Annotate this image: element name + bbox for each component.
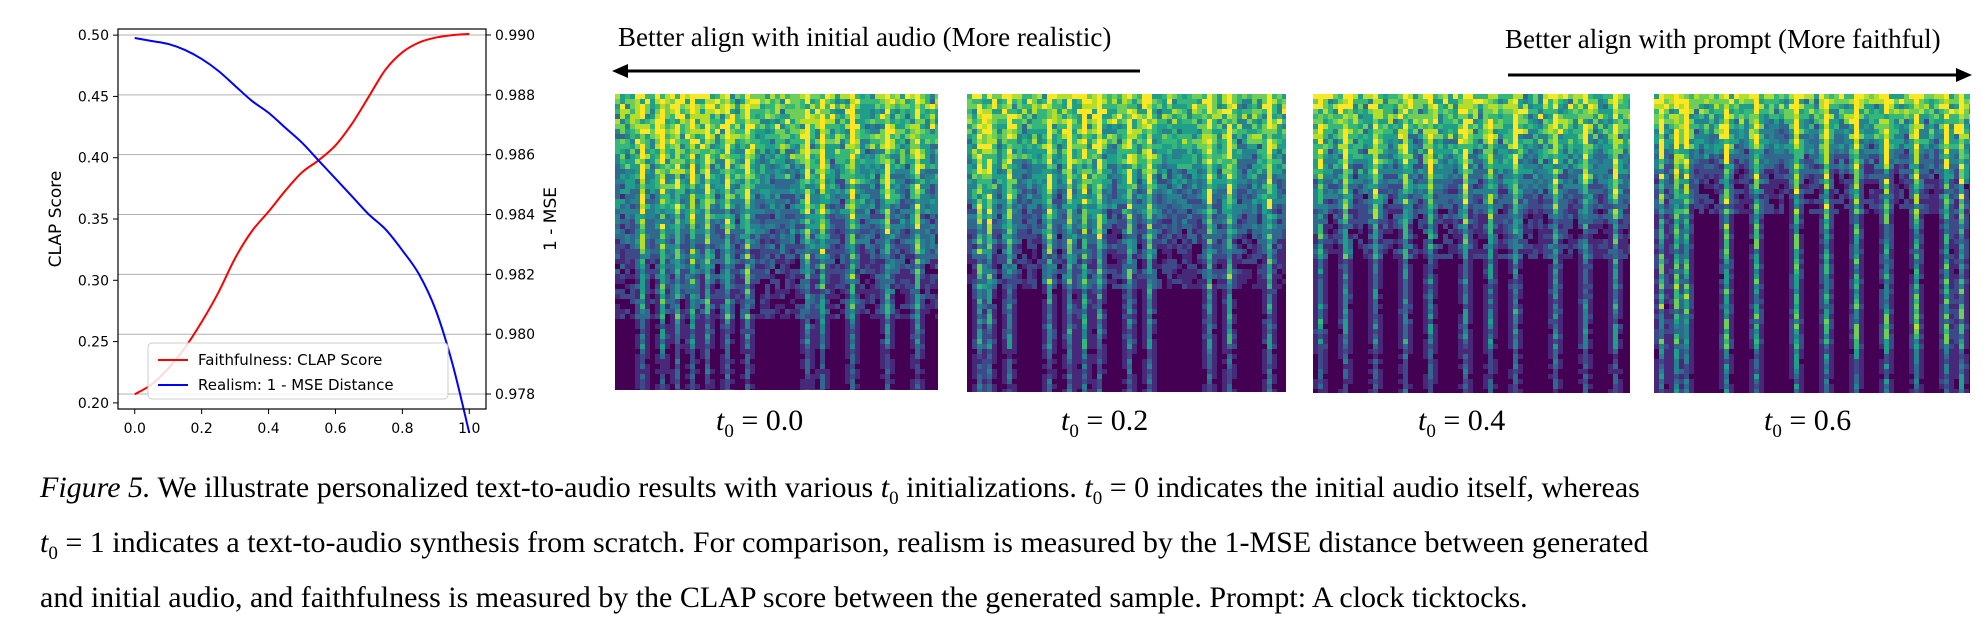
- caption-line-3: and initial audio, and faithfulness is m…: [40, 576, 1982, 620]
- t-var: t: [1084, 471, 1092, 504]
- y-axis-right: 0.978 0.980 0.982 0.984 0.986 0.988 0.990: [486, 28, 535, 403]
- spectrogram-heatmap: [1313, 94, 1630, 393]
- y-tick-label: 0.25: [78, 335, 109, 351]
- y-tick-label: 0.45: [78, 89, 109, 105]
- y2-tick-label: 0.980: [495, 327, 535, 343]
- caption-text: = 0 indicates the initial audio itself, …: [1102, 471, 1640, 504]
- legend-entry: Faithfulness: CLAP Score: [198, 351, 382, 369]
- t0-sub: 0: [1069, 421, 1079, 442]
- y-tick-label: 0.20: [78, 396, 109, 412]
- t0-sub: 0: [1772, 421, 1782, 442]
- y-axis-label: CLAP Score: [46, 171, 66, 268]
- grid-lines: [118, 35, 486, 394]
- y2-tick-label: 0.982: [495, 267, 535, 283]
- y-tick-label: 0.40: [78, 151, 109, 167]
- t0-value: = 0.4: [1436, 404, 1505, 437]
- t0-sub: 0: [724, 421, 734, 442]
- y-axis-left: 0.20 0.25 0.30 0.35 0.40 0.45 0.50: [78, 28, 118, 412]
- y-tick-label: 0.30: [78, 273, 109, 289]
- spectrogram-heatmap: [1654, 94, 1970, 393]
- figure-caption: Figure 5. We illustrate personalized tex…: [40, 466, 1982, 620]
- spectrogram-t0-0.2: [967, 94, 1286, 392]
- y2-tick-label: 0.978: [495, 387, 535, 403]
- y2-tick-label: 0.990: [495, 28, 535, 44]
- caption-text: = 1 indicates a text-to-audio synthesis …: [58, 526, 1649, 559]
- spectrogram-heatmap: [967, 94, 1286, 392]
- left-arrow: [612, 62, 1144, 80]
- x-tick-label: 0.6: [324, 421, 346, 437]
- t0-label: t0 = 0.6: [1764, 404, 1851, 443]
- caption-text: initializations.: [899, 471, 1085, 504]
- legend: Faithfulness: CLAP Score Realism: 1 - MSE…: [148, 343, 448, 399]
- t0-value: = 0.6: [1782, 404, 1851, 437]
- right-arrow: [1508, 66, 1972, 84]
- y-tick-label: 0.50: [78, 28, 109, 44]
- t0-label: t0 = 0.2: [1061, 404, 1148, 443]
- x-axis: 0.0 0.2 0.4 0.6 0.8 1.0: [124, 409, 481, 437]
- figure-label: Figure 5.: [40, 471, 151, 504]
- t-sub: 0: [1093, 488, 1103, 509]
- caption-line-1: Figure 5. We illustrate personalized tex…: [40, 466, 1982, 521]
- x-tick-label: 0.8: [391, 421, 413, 437]
- y-tick-label: 0.35: [78, 212, 109, 228]
- y2-tick-label: 0.986: [495, 148, 535, 164]
- spectrogram-heatmap: [615, 94, 938, 390]
- x-tick-label: 0.2: [191, 421, 213, 437]
- y2-tick-label: 0.988: [495, 88, 535, 104]
- legend-entry: Realism: 1 - MSE Distance: [198, 376, 394, 394]
- right-arrow-label: Better align with prompt (More faithful): [1505, 24, 1941, 55]
- t0-label: t0 = 0.4: [1418, 404, 1505, 443]
- y2-tick-label: 0.984: [495, 208, 535, 224]
- t0-sub: 0: [1426, 421, 1436, 442]
- spectrogram-t0-0.4: [1313, 94, 1630, 393]
- t0-value: = 0.2: [1079, 404, 1148, 437]
- x-tick-label: 0.4: [257, 421, 279, 437]
- spectrogram-t0-0.6: [1654, 94, 1970, 393]
- x-tick-label: 0.0: [124, 421, 146, 437]
- y2-axis-label: 1 - MSE: [541, 187, 561, 251]
- x-tick-label: 1.0: [458, 421, 480, 437]
- t0-value: = 0.0: [734, 404, 803, 437]
- caption-text: We illustrate personalized text-to-audio…: [151, 471, 881, 504]
- t0-label: t0 = 0.0: [716, 404, 803, 443]
- left-arrow-label: Better align with initial audio (More re…: [618, 22, 1111, 53]
- caption-line-2: t0 = 1 indicates a text-to-audio synthes…: [40, 521, 1982, 576]
- t-sub: 0: [889, 488, 899, 509]
- spectrogram-t0-0.0: [615, 94, 938, 390]
- t-sub: 0: [48, 543, 58, 564]
- t-var: t: [881, 471, 889, 504]
